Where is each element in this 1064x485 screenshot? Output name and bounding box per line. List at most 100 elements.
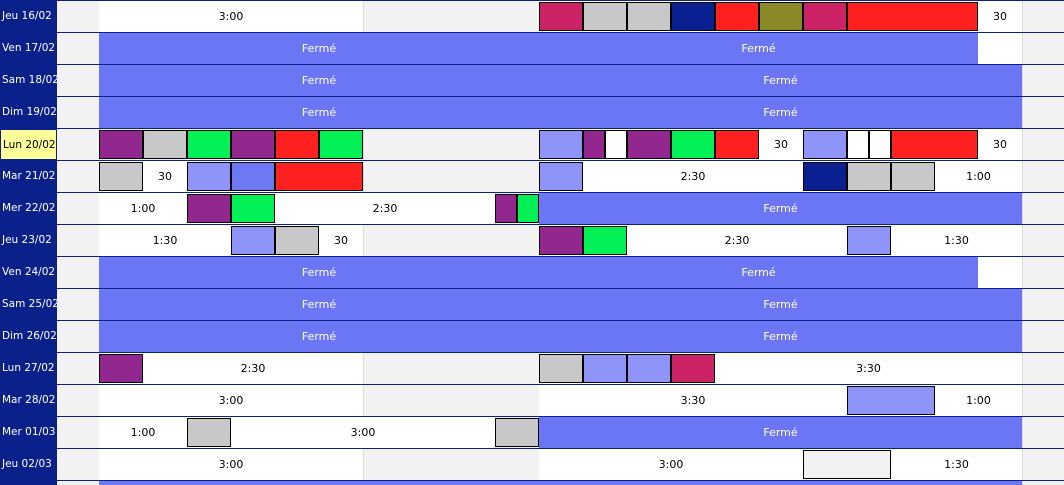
row-separator [0,0,1064,1]
appointment-block[interactable] [715,130,759,159]
appointment-block[interactable] [627,2,671,31]
day-label[interactable]: Sam 25/02 [2,298,57,310]
open-slot[interactable] [539,449,1022,480]
closed-band[interactable]: Fermé [99,97,539,128]
appointment-block[interactable] [803,2,847,31]
closed-band[interactable]: Fermé [539,417,1022,448]
open-slot[interactable] [539,161,1022,192]
row-separator [0,64,1064,65]
closed-band[interactable]: Fermé [539,33,978,64]
open-slot[interactable] [99,353,363,384]
appointment-block[interactable] [99,162,143,191]
appointment-block[interactable] [671,130,715,159]
day-label[interactable]: Mer 22/02 [2,202,56,214]
free-duration-label: 1:00 [130,202,156,215]
appointment-block[interactable] [803,130,847,159]
closed-band[interactable]: Fermé [539,97,1022,128]
appointment-block[interactable] [803,162,847,191]
appointment-block[interactable] [99,354,143,383]
row-separator [0,448,1064,449]
row-separator [0,224,1064,225]
open-slot[interactable] [978,257,1022,288]
appointment-block[interactable] [539,162,583,191]
appointment-block[interactable] [605,130,627,159]
closed-band[interactable]: Fermé [99,33,539,64]
appointment-block[interactable] [759,2,803,31]
appointment-block[interactable] [583,2,627,31]
day-label[interactable]: Jeu 23/02 [2,234,52,246]
closed-band[interactable]: Fermé [99,65,539,96]
day-label[interactable]: Sam 18/02 [2,74,57,86]
day-label[interactable]: Dim 26/02 [2,330,57,342]
appointment-block[interactable] [583,226,627,255]
day-label[interactable]: Ven 24/02 [2,266,56,278]
open-slot[interactable] [539,385,1022,416]
appointment-block[interactable] [847,386,935,415]
appointment-block[interactable] [847,162,891,191]
row-separator [0,128,1064,129]
free-duration-label: 3:30 [856,362,881,375]
appointment-block[interactable] [891,130,978,159]
appointment-block[interactable] [627,354,671,383]
appointment-block[interactable] [143,130,187,159]
appointment-block[interactable] [891,162,935,191]
day-label[interactable]: Mar 21/02 [2,170,56,182]
closed-band[interactable]: Fermé [99,257,539,288]
closed-band[interactable]: Fermé [539,65,1022,96]
free-duration-label: 1:00 [966,170,991,183]
row-separator [0,32,1064,33]
appointment-block[interactable] [275,162,363,191]
appointment-block[interactable] [231,130,275,159]
appointment-block[interactable] [187,194,231,223]
appointment-block[interactable] [847,130,869,159]
appointment-block[interactable] [495,194,517,223]
day-label-today[interactable]: Lun 20/02 [0,129,57,160]
appointment-block[interactable] [583,130,605,159]
free-duration-label: 2:30 [680,170,706,183]
day-label[interactable]: Mar 28/02 [2,394,56,406]
closed-band[interactable]: Fermé [539,193,1022,224]
closed-band[interactable]: Fermé [99,321,539,352]
appointment-block[interactable] [187,162,231,191]
appointment-block[interactable] [583,354,627,383]
day-label[interactable]: Mer 01/03 [2,426,56,438]
appointment-block[interactable] [539,130,583,159]
appointment-block[interactable] [671,2,715,31]
appointment-block[interactable] [231,226,275,255]
appointment-block[interactable] [539,2,583,31]
day-label[interactable]: Dim 19/02 [2,106,57,118]
closed-band[interactable]: Fermé [539,289,1022,320]
appointment-block[interactable] [517,194,539,223]
open-slot[interactable] [99,417,495,448]
appointment-block[interactable] [187,418,231,447]
appointment-block[interactable] [539,354,583,383]
appointment-block[interactable] [803,450,891,479]
appointment-block[interactable] [847,2,978,31]
open-slot[interactable] [99,449,363,480]
appointment-block[interactable] [275,226,319,255]
day-label[interactable]: Jeu 16/02 [2,10,52,22]
appointment-block[interactable] [671,354,715,383]
day-label[interactable]: Lun 27/02 [2,362,55,374]
day-label[interactable]: Jeu 02/03 [2,458,52,470]
open-slot[interactable] [99,385,363,416]
closed-band[interactable]: Fermé [539,257,978,288]
appointment-block[interactable] [627,130,671,159]
open-slot[interactable] [99,1,363,32]
appointment-block[interactable] [847,226,891,255]
appointment-block[interactable] [187,130,231,159]
appointment-block[interactable] [99,130,143,159]
open-slot[interactable] [99,193,495,224]
open-slot[interactable] [978,33,1022,64]
appointment-block[interactable] [231,162,275,191]
closed-band[interactable]: Fermé [99,289,539,320]
appointment-block[interactable] [869,130,891,159]
appointment-block[interactable] [539,226,583,255]
appointment-block[interactable] [715,2,759,31]
appointment-block[interactable] [275,130,319,159]
appointment-block[interactable] [319,130,363,159]
closed-band[interactable]: Fermé [539,321,1022,352]
appointment-block[interactable] [495,418,539,447]
appointment-block[interactable] [231,194,275,223]
day-label[interactable]: Ven 17/02 [2,42,56,54]
